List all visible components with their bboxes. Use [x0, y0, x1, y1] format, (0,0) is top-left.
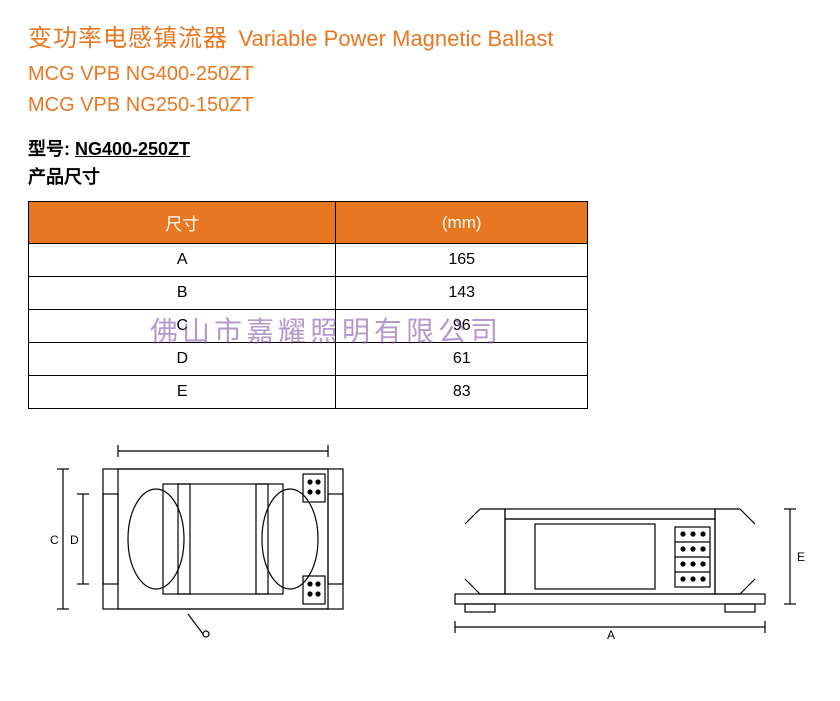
- cell-val: 165: [336, 244, 588, 277]
- technical-drawings: C D A: [28, 439, 812, 639]
- cell-val: 96: [336, 310, 588, 343]
- table-row: D61: [29, 343, 588, 376]
- model-line-2: MCG VPB NG250-150ZT: [28, 94, 812, 117]
- cell-val: 61: [336, 343, 588, 376]
- model-line-1: MCG VPB NG400-250ZT: [28, 63, 812, 86]
- spec-label: 型号: NG400-250ZT: [28, 135, 812, 161]
- cell-val: 143: [336, 277, 588, 310]
- table-header-row: 尺寸 (mm): [29, 202, 588, 244]
- title-chinese: 变功率电感镇流器: [28, 25, 228, 52]
- cell-key: E: [29, 376, 336, 409]
- table-row: B143: [29, 277, 588, 310]
- table-header-dim: 尺寸: [29, 202, 336, 244]
- dimensions-table: 尺寸 (mm) A165 B143 C96 D61 E83: [28, 201, 588, 409]
- title-row: 变功率电感镇流器 Variable Power Magnetic Ballast: [28, 18, 812, 53]
- cell-val: 83: [336, 376, 588, 409]
- spec-prefix: 型号:: [28, 139, 75, 159]
- svg-text:D: D: [70, 533, 79, 547]
- drawing-top-view: C D: [28, 439, 385, 639]
- cell-key: D: [29, 343, 336, 376]
- drawing-side-view: A E: [425, 469, 812, 639]
- svg-text:C: C: [50, 533, 59, 547]
- cell-key: A: [29, 244, 336, 277]
- table-row: A165: [29, 244, 588, 277]
- cell-key: B: [29, 277, 336, 310]
- cell-key: C: [29, 310, 336, 343]
- title-english: Variable Power Magnetic Ballast: [238, 26, 553, 51]
- table-header-mm: (mm): [336, 202, 588, 244]
- svg-text:A: A: [607, 628, 615, 639]
- spec-model: NG400-250ZT: [75, 139, 190, 159]
- dimensions-label: 产品尺寸: [28, 163, 812, 189]
- table-row: C96: [29, 310, 588, 343]
- svg-text:E: E: [797, 550, 805, 564]
- table-row: E83: [29, 376, 588, 409]
